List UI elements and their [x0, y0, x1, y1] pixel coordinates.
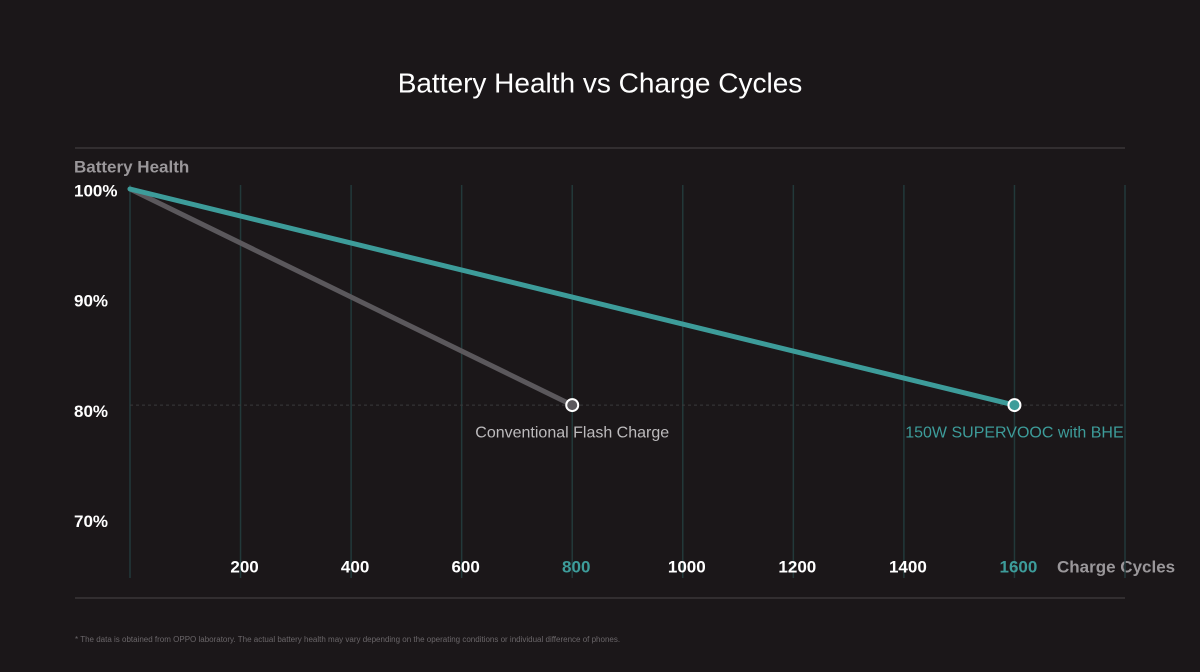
y-tick-label: 80%: [74, 402, 108, 421]
x-tick-label: 400: [341, 557, 369, 576]
y-tick-label: 70%: [74, 512, 108, 531]
x-tick-label: 1000: [668, 557, 706, 576]
series-label: Conventional Flash Charge: [475, 424, 669, 441]
y-tick-label: 90%: [74, 292, 108, 311]
x-tick-label: 1200: [778, 557, 816, 576]
x-axis-label: Charge Cycles: [1057, 557, 1175, 576]
series-line: [127, 186, 1017, 408]
x-tick-label: 800: [562, 557, 590, 576]
x-tick-label: 1400: [889, 557, 927, 576]
footnote: * The data is obtained from OPPO laborat…: [75, 635, 620, 644]
x-tick-label: 1600: [1000, 557, 1038, 576]
series-label: 150W SUPERVOOC with BHE: [905, 424, 1123, 441]
x-tick-label: 600: [451, 557, 479, 576]
y-tick-label: 100%: [74, 181, 117, 200]
y-axis-label: Battery Health: [74, 157, 189, 176]
end-point: [565, 398, 580, 413]
end-point: [1007, 398, 1022, 413]
x-tick-label: 200: [230, 557, 258, 576]
series-line: [127, 186, 575, 408]
chart-title: Battery Health vs Charge Cycles: [398, 67, 803, 98]
